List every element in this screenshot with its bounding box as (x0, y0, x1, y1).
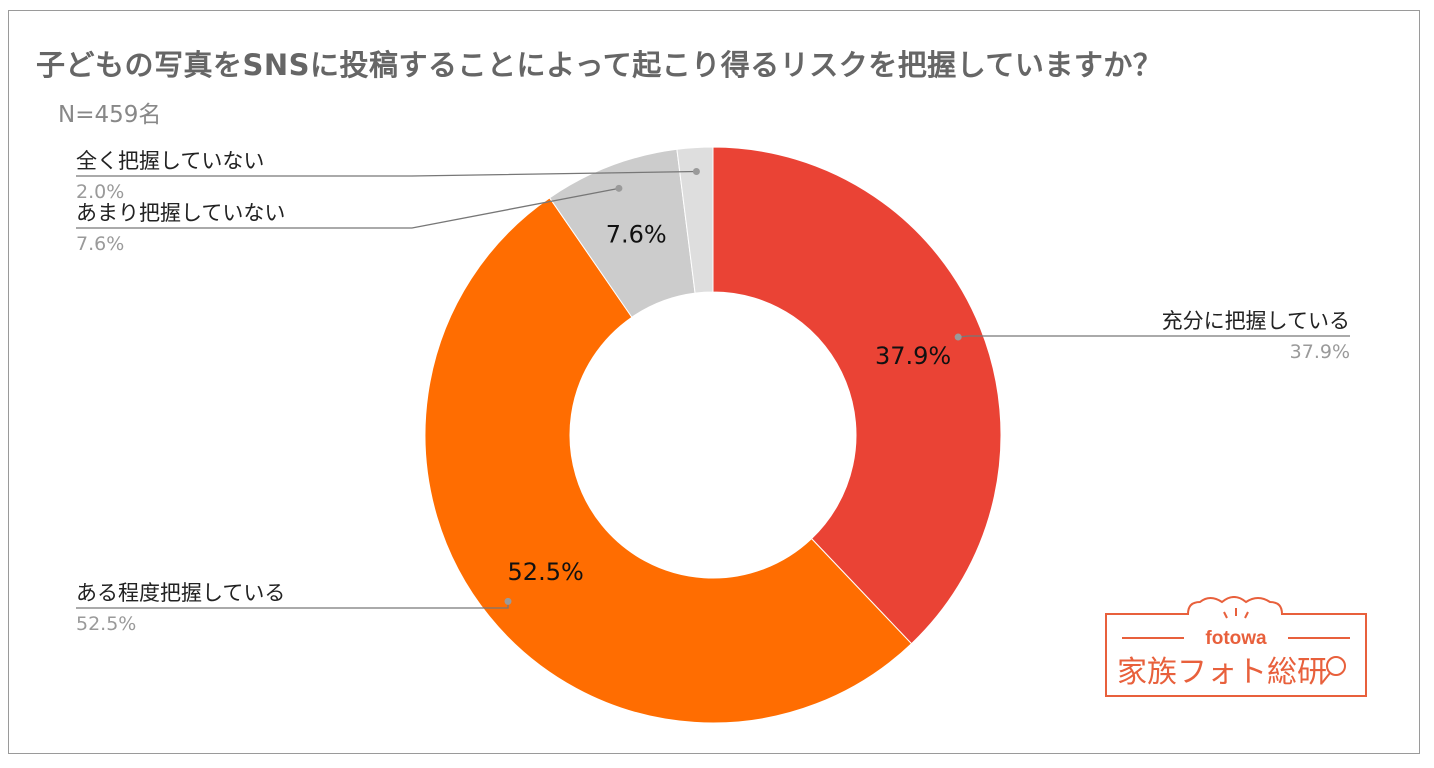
sample-size: N=459名 (58, 102, 162, 128)
callout-label: 全く把握していない (76, 149, 264, 173)
chart-title: 子どもの写真をSNSに投稿することによって起こり得るリスクを把握していますか？ (36, 48, 1163, 82)
callout-percent: 37.9% (1290, 341, 1350, 363)
logo-brand: fotowa (1205, 628, 1267, 649)
callout-percent: 7.6% (76, 233, 124, 255)
callout-percent: 2.0% (76, 181, 124, 203)
callout-percent: 52.5% (76, 613, 136, 635)
callout-dot (504, 597, 512, 605)
logo-sparkle-icon (1223, 608, 1249, 619)
callout-dot (954, 333, 962, 341)
slice-value-label: 37.9% (875, 342, 951, 370)
magnifier-icon (1321, 656, 1346, 684)
logo-name: 家族フォト総研 (1117, 655, 1327, 690)
callout-leader-line (76, 187, 620, 229)
callout-dot (692, 168, 700, 176)
callout-label: あまり把握していない (76, 201, 285, 225)
donut-slice (712, 146, 1002, 645)
fotowa-logo: fotowa 家族フォト総研 (1105, 596, 1367, 697)
donut-slice (424, 197, 913, 724)
callout-label: ある程度把握している (76, 581, 285, 605)
donut-slice (676, 146, 714, 294)
slice-value-label: 52.5% (508, 558, 584, 586)
callout-label: 充分に把握している (1162, 309, 1350, 333)
slice-value-label: 7.6% (606, 221, 667, 249)
callout-dot (615, 184, 623, 192)
logo-frame (1105, 596, 1367, 697)
callout-leader-line (958, 335, 1350, 338)
callout-leader-line (76, 170, 697, 177)
